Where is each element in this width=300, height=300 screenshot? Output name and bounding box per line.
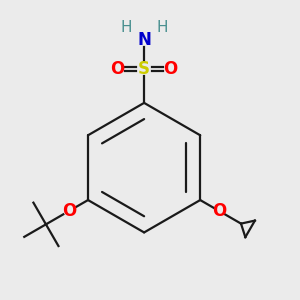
Text: O: O (212, 202, 226, 220)
Text: N: N (137, 31, 151, 49)
Text: S: S (138, 60, 150, 78)
Text: O: O (110, 60, 125, 78)
Text: O: O (164, 60, 178, 78)
Text: H: H (156, 20, 167, 35)
Text: O: O (62, 202, 76, 220)
Text: H: H (121, 20, 132, 35)
